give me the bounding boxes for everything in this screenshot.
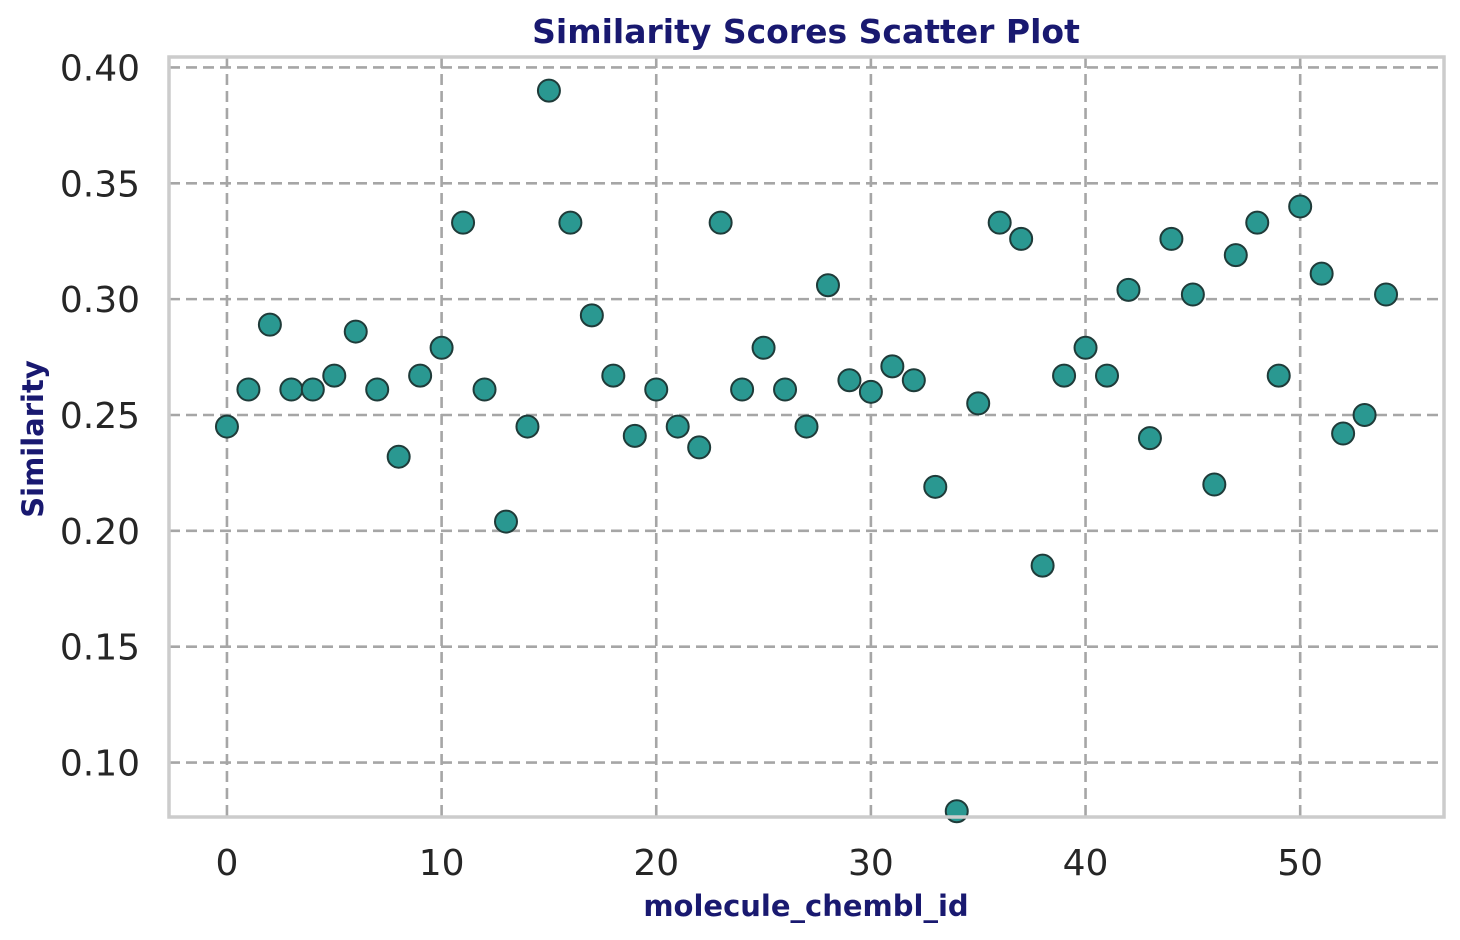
data-point [1245, 210, 1270, 235]
data-point [1202, 472, 1227, 497]
data-points [214, 78, 1399, 824]
data-point [322, 363, 347, 388]
data-point [1374, 282, 1399, 307]
data-point [708, 210, 733, 235]
data-point [365, 377, 390, 402]
data-point [1223, 243, 1248, 268]
data-point [1030, 553, 1055, 578]
data-point [858, 379, 883, 404]
data-point [558, 210, 583, 235]
data-point [451, 210, 476, 235]
data-point [987, 210, 1012, 235]
data-point [1266, 363, 1291, 388]
data-point [1309, 261, 1334, 286]
data-point [773, 377, 798, 402]
y-tick-labels: 0.10 0.15 0.20 0.25 0.30 0.35 0.40 [60, 48, 140, 784]
x-tick-label: 50 [1277, 843, 1323, 884]
y-tick-label: 0.10 [60, 744, 140, 785]
y-tick-label: 0.15 [60, 628, 140, 669]
data-point [730, 377, 755, 402]
plot-frame [167, 55, 1446, 819]
x-tick-label: 30 [848, 843, 894, 884]
data-point [815, 273, 840, 298]
x-tick-label: 40 [1063, 843, 1109, 884]
data-point [1116, 277, 1141, 302]
data-point [794, 414, 819, 439]
data-point [944, 799, 969, 824]
data-point [644, 377, 669, 402]
data-point [236, 377, 261, 402]
y-tick-label: 0.40 [60, 48, 140, 89]
data-point [1331, 421, 1356, 446]
data-point [966, 391, 991, 416]
data-point [1288, 194, 1313, 219]
data-point [1009, 226, 1034, 251]
x-tick-label: 10 [419, 843, 465, 884]
data-point [386, 444, 411, 469]
data-point [837, 368, 862, 393]
data-point [493, 509, 518, 534]
data-point [601, 363, 626, 388]
x-axis-label: molecule_chembl_id [643, 889, 968, 923]
data-point [279, 377, 304, 402]
data-point [214, 414, 239, 439]
data-point [515, 414, 540, 439]
data-point [536, 78, 561, 103]
y-tick-label: 0.25 [60, 396, 140, 437]
data-point [665, 414, 690, 439]
x-tick-labels: 0 10 20 30 40 50 [216, 843, 1324, 884]
data-point [751, 335, 776, 360]
data-point [408, 363, 433, 388]
data-point [257, 312, 282, 337]
data-point [1180, 282, 1205, 307]
x-tick-label: 0 [216, 843, 239, 884]
data-point [1159, 226, 1184, 251]
data-point [880, 354, 905, 379]
y-tick-label: 0.35 [60, 164, 140, 205]
data-point [923, 474, 948, 499]
grid-lines [169, 57, 1444, 817]
data-point [579, 303, 604, 328]
chart-title: Similarity Scores Scatter Plot [532, 12, 1080, 51]
data-point [1052, 363, 1077, 388]
data-point [1095, 363, 1120, 388]
data-point [300, 377, 325, 402]
data-point [622, 423, 647, 448]
y-tick-label: 0.20 [60, 512, 140, 553]
data-point [901, 368, 926, 393]
y-axis-label: Similarity [16, 360, 50, 518]
data-point [1137, 426, 1162, 451]
data-point [687, 435, 712, 460]
x-tick-label: 20 [633, 843, 679, 884]
data-point [1352, 402, 1377, 427]
data-point [429, 335, 454, 360]
y-tick-label: 0.30 [60, 280, 140, 321]
data-point [472, 377, 497, 402]
data-point [343, 319, 368, 344]
data-point [1073, 335, 1098, 360]
